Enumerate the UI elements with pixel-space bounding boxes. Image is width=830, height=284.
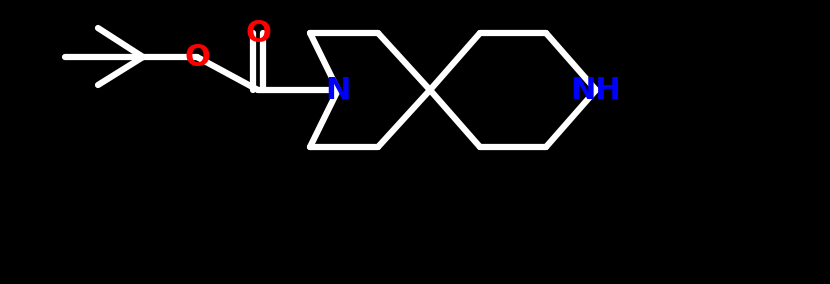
Text: NH: NH [571,76,622,105]
Text: O: O [184,43,210,72]
Text: N: N [325,76,351,105]
Text: O: O [245,18,271,47]
